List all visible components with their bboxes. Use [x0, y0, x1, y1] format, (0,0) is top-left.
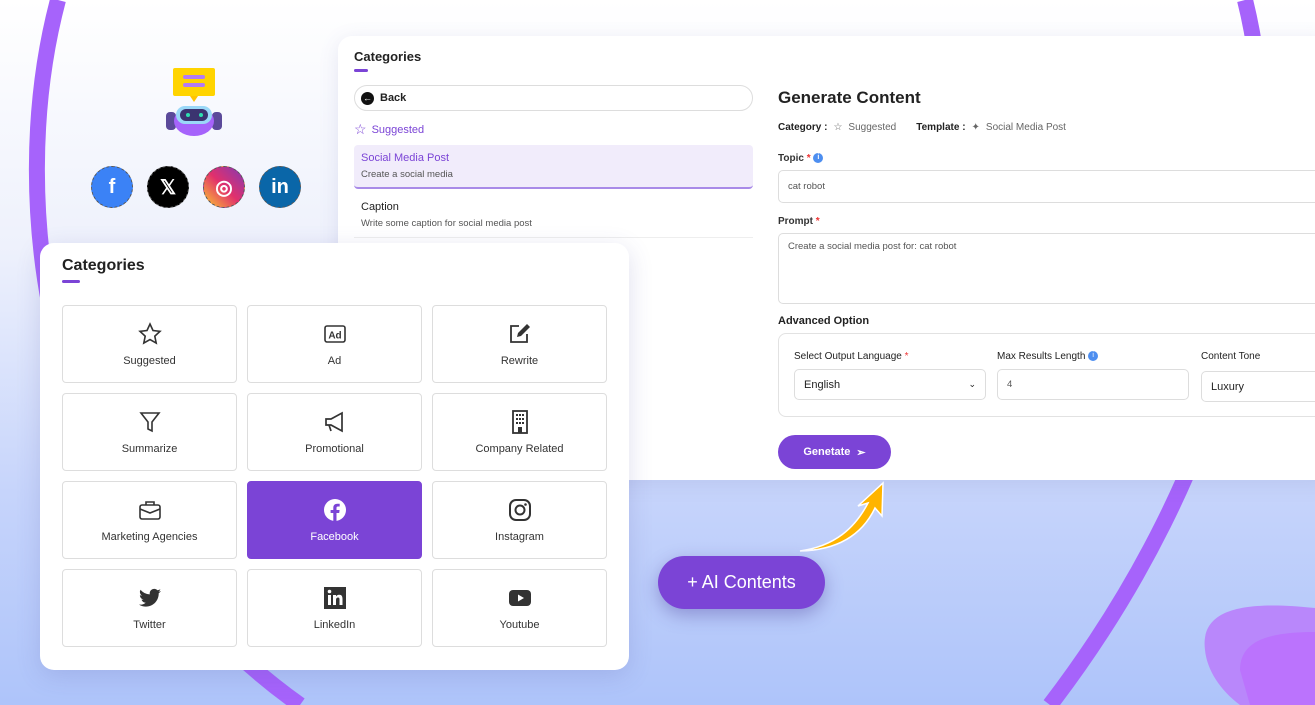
info-icon: i	[1088, 351, 1099, 362]
category-tile-instagram[interactable]: Instagram	[432, 481, 607, 559]
star-icon: ☆	[354, 121, 367, 137]
panel-title: Categories	[62, 257, 145, 274]
category-label: Category :	[778, 122, 828, 133]
tile-label: Promotional	[305, 443, 364, 455]
megaphone-icon	[324, 411, 343, 433]
back-label: Back	[380, 92, 407, 104]
linkedin-icon	[323, 587, 346, 609]
category-tile-star[interactable]: Suggested	[62, 305, 237, 383]
tile-label: Twitter	[133, 619, 166, 631]
category-tile-megaphone[interactable]: Promotional	[247, 393, 422, 471]
chevron-down-icon: ⌄	[968, 379, 976, 389]
instagram-icon	[508, 499, 531, 521]
building-icon	[511, 410, 528, 434]
category-tile-edit[interactable]: Rewrite	[432, 305, 607, 383]
form-meta: Category : ☆ Suggested Template : ✦ Soci…	[778, 122, 1066, 133]
template-label: Template :	[916, 122, 966, 133]
language-select[interactable]: English ⌄	[794, 369, 986, 400]
category-tile-linkedin[interactable]: LinkedIn	[247, 569, 422, 647]
title-underline	[354, 69, 368, 72]
category-tile-facebook[interactable]: Facebook	[247, 481, 422, 559]
curved-arrow-icon	[799, 481, 884, 552]
title-underline	[62, 280, 80, 283]
category-tile-twitter[interactable]: Twitter	[62, 569, 237, 647]
robot-logo-icon	[166, 68, 222, 136]
template-title: Social Media Post	[361, 152, 450, 164]
max-length-label: Max Results Length i	[997, 351, 1099, 362]
prompt-textarea[interactable]: Create a social media post for: cat robo…	[778, 233, 1315, 304]
topic-input[interactable]: cat robot	[778, 170, 1315, 203]
arrow-left-icon: ←	[361, 91, 374, 105]
suggested-link[interactable]: ☆ Suggested	[354, 121, 424, 138]
categories-panel: Categories Suggested Ad Ad Rewrite Summarize…	[40, 243, 629, 670]
filter-icon	[138, 412, 161, 433]
topic-label: Topic * i	[778, 153, 824, 164]
panel-title: Categories	[354, 49, 422, 64]
template-title: Caption	[361, 201, 399, 213]
template-item[interactable]: Caption Write some caption for social me…	[354, 194, 753, 238]
tile-label: Suggested	[123, 355, 176, 367]
prompt-label: Prompt *	[778, 216, 820, 227]
youtube-icon	[508, 590, 531, 606]
twitter-icon	[138, 588, 161, 607]
template-value: Social Media Post	[985, 122, 1066, 133]
generate-button[interactable]: Genetate ➢	[778, 435, 891, 469]
advanced-option-heading: Advanced Option	[778, 315, 870, 327]
template-desc: Create a social media	[361, 169, 453, 180]
ad-icon: Ad	[323, 325, 346, 343]
tone-label: Content Tone	[1201, 351, 1261, 362]
info-icon: i	[813, 153, 824, 164]
form-title: Generate Content	[778, 88, 921, 107]
advanced-options: Select Output Language * English ⌄ Max Re…	[778, 333, 1315, 417]
tile-label: Rewrite	[500, 355, 539, 367]
back-button[interactable]: ← Back	[354, 85, 753, 111]
tile-label: Company Related	[475, 443, 564, 455]
facebook-icon[interactable]: f	[91, 166, 133, 208]
template-desc: Write some caption for social media post	[361, 218, 532, 229]
category-tile-building[interactable]: Company Related	[432, 393, 607, 471]
category-tile-filter[interactable]: Summarize	[62, 393, 237, 471]
instagram-icon[interactable]: ◎	[203, 166, 245, 208]
linkedin-icon[interactable]: in	[259, 166, 301, 208]
star-icon	[137, 322, 162, 345]
category-tile-ad[interactable]: Ad Ad	[247, 305, 422, 383]
facebook-icon	[323, 499, 346, 521]
x-icon[interactable]: 𝕏	[147, 166, 189, 208]
sparkle-icon: ✦	[971, 122, 980, 133]
tile-label: Facebook	[310, 531, 359, 543]
tile-label: Youtube	[499, 619, 540, 631]
ai-contents-button[interactable]: + AI Contents	[658, 556, 825, 609]
category-value: Suggested	[848, 122, 897, 133]
tile-label: Marketing Agencies	[101, 531, 198, 543]
send-icon: ➢	[856, 446, 866, 459]
star-icon: ☆	[833, 122, 843, 133]
tone-input[interactable]: Luxury	[1201, 371, 1315, 402]
template-item[interactable]: Social Media Post Create a social media	[354, 145, 753, 189]
suggested-label: Suggested	[371, 123, 425, 136]
tile-label: Summarize	[121, 443, 178, 455]
edit-icon	[509, 324, 530, 343]
tile-label: Instagram	[495, 531, 544, 543]
language-label: Select Output Language *	[794, 351, 909, 362]
svg-text:Ad: Ad	[328, 331, 341, 342]
category-tile-briefcase[interactable]: Marketing Agencies	[62, 481, 237, 559]
tile-label: Ad	[327, 355, 342, 367]
max-length-input[interactable]: 4	[997, 369, 1189, 400]
category-tile-youtube[interactable]: Youtube	[432, 569, 607, 647]
tile-label: LinkedIn	[313, 619, 356, 631]
briefcase-icon	[138, 501, 161, 520]
